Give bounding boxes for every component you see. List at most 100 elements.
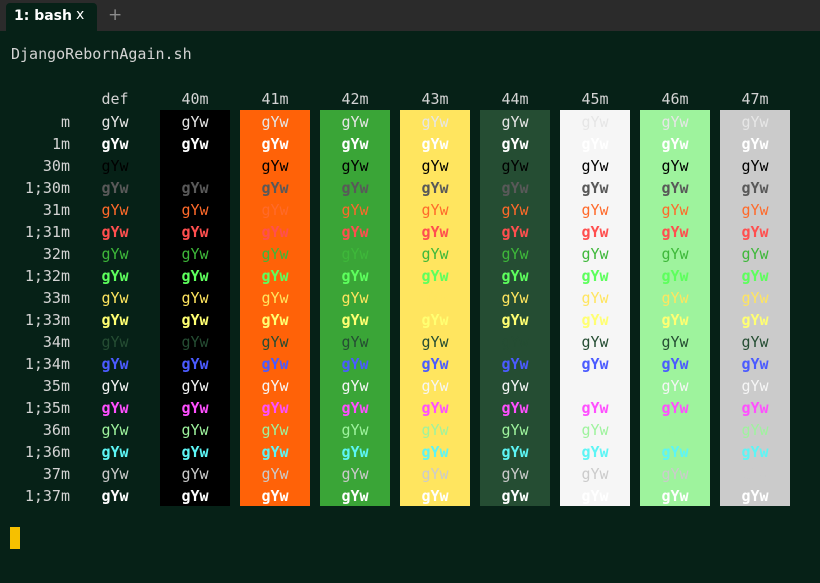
- sample-cell: gYw: [181, 157, 209, 175]
- sample-cell: gYw: [501, 465, 529, 483]
- sample-cell: gYw: [421, 245, 449, 263]
- sample-cell: gYw: [261, 289, 289, 307]
- sample-cell: gYw: [501, 399, 529, 417]
- row-label: 1;35m: [24, 399, 70, 417]
- sample-cell: gYw: [341, 223, 369, 241]
- sample-cell: gYw: [261, 157, 289, 175]
- sample-cell: gYw: [581, 487, 609, 505]
- sample-cell: gYw: [181, 487, 209, 505]
- sample-cell: gYw: [181, 333, 209, 351]
- sample-cell: gYw: [741, 443, 769, 461]
- sample-cell: gYw: [501, 421, 529, 439]
- column-header: def: [101, 90, 129, 108]
- close-icon[interactable]: x: [76, 7, 85, 23]
- sample-cell: gYw: [741, 421, 769, 439]
- sample-cell: gYw: [421, 333, 449, 351]
- sample-cell: gYw: [501, 135, 529, 153]
- background-swatch-4: [400, 110, 470, 506]
- sample-cell: gYw: [501, 377, 529, 395]
- sample-cell: gYw: [581, 399, 609, 417]
- background-swatch-2: [240, 110, 310, 506]
- sample-cell: gYw: [181, 355, 209, 373]
- row-label: 1m: [51, 135, 70, 153]
- sample-cell: gYw: [261, 487, 289, 505]
- sample-cell: gYw: [101, 311, 129, 329]
- sample-cell: gYw: [181, 421, 209, 439]
- sample-cell: gYw: [741, 311, 769, 329]
- sample-cell: gYw: [421, 421, 449, 439]
- background-swatch-5: [480, 110, 550, 506]
- sample-cell: gYw: [341, 289, 369, 307]
- sample-cell: gYw: [661, 201, 689, 219]
- sample-cell: gYw: [501, 157, 529, 175]
- sample-cell: gYw: [581, 311, 609, 329]
- column-header: 41m: [261, 90, 289, 108]
- row-label: 1;30m: [24, 179, 70, 197]
- sample-cell: gYw: [101, 421, 129, 439]
- sample-cell: gYw: [581, 113, 609, 131]
- new-tab-icon[interactable]: +: [108, 5, 123, 25]
- sample-cell: gYw: [741, 135, 769, 153]
- sample-cell: gYw: [581, 135, 609, 153]
- row-label: 1;37m: [24, 487, 70, 505]
- sample-cell: gYw: [741, 333, 769, 351]
- terminal-cursor: [10, 527, 20, 549]
- sample-cell: gYw: [181, 399, 209, 417]
- background-swatch-6: [560, 110, 630, 506]
- sample-cell: gYw: [181, 377, 209, 395]
- sample-cell: gYw: [581, 421, 609, 439]
- row-label: 34m: [42, 333, 70, 351]
- sample-cell: gYw: [741, 487, 769, 505]
- row-label: m: [60, 113, 70, 131]
- tab-bash[interactable]: 1: bash x: [6, 3, 97, 31]
- sample-cell: gYw: [261, 311, 289, 329]
- row-label: 30m: [42, 157, 70, 175]
- sample-cell: gYw: [661, 399, 689, 417]
- sample-cell: gYw: [741, 201, 769, 219]
- sample-cell: gYw: [261, 421, 289, 439]
- sample-cell: gYw: [501, 355, 529, 373]
- sample-cell: gYw: [581, 223, 609, 241]
- sample-cell: gYw: [341, 267, 369, 285]
- sample-cell: gYw: [661, 135, 689, 153]
- sample-cell: gYw: [661, 355, 689, 373]
- sample-cell: gYw: [421, 201, 449, 219]
- sample-cell: gYw: [661, 311, 689, 329]
- sample-cell: gYw: [501, 201, 529, 219]
- sample-cell: gYw: [261, 355, 289, 373]
- sample-cell: gYw: [661, 421, 689, 439]
- column-header: 42m: [341, 90, 369, 108]
- terminal-area[interactable]: DjangoRebornAgain.sh def 40m 41m 42m 43m 44m 4…: [0, 31, 820, 583]
- sample-cell: gYw: [741, 267, 769, 285]
- sample-cell: gYw: [341, 113, 369, 131]
- sample-cell: gYw: [101, 465, 129, 483]
- sample-cell: gYw: [421, 289, 449, 307]
- background-swatch-8: [720, 110, 790, 506]
- sample-cell: gYw: [101, 113, 129, 131]
- sample-cell: gYw: [261, 223, 289, 241]
- sample-cell: gYw: [101, 135, 129, 153]
- sample-cell: gYw: [741, 399, 769, 417]
- sample-cell: gYw: [101, 399, 129, 417]
- sample-cell: gYw: [101, 157, 129, 175]
- sample-cell: gYw: [661, 157, 689, 175]
- sample-cell: gYw: [101, 333, 129, 351]
- sample-cell: gYw: [581, 333, 609, 351]
- tab-bar: 1: bash x +: [0, 0, 820, 31]
- sample-cell: gYw: [501, 113, 529, 131]
- column-header: 44m: [501, 90, 529, 108]
- sample-cell: gYw: [101, 443, 129, 461]
- sample-cell: gYw: [101, 487, 129, 505]
- sample-cell: gYw: [341, 201, 369, 219]
- sample-cell: gYw: [501, 179, 529, 197]
- sample-cell: gYw: [341, 179, 369, 197]
- sample-cell: gYw: [501, 333, 529, 351]
- sample-cell: gYw: [341, 465, 369, 483]
- sample-cell: gYw: [741, 245, 769, 263]
- sample-cell: gYw: [421, 311, 449, 329]
- sample-cell: gYw: [261, 399, 289, 417]
- sample-cell: gYw: [661, 333, 689, 351]
- sample-cell: gYw: [261, 443, 289, 461]
- row-label: 36m: [42, 421, 70, 439]
- sample-cell: gYw: [581, 355, 609, 373]
